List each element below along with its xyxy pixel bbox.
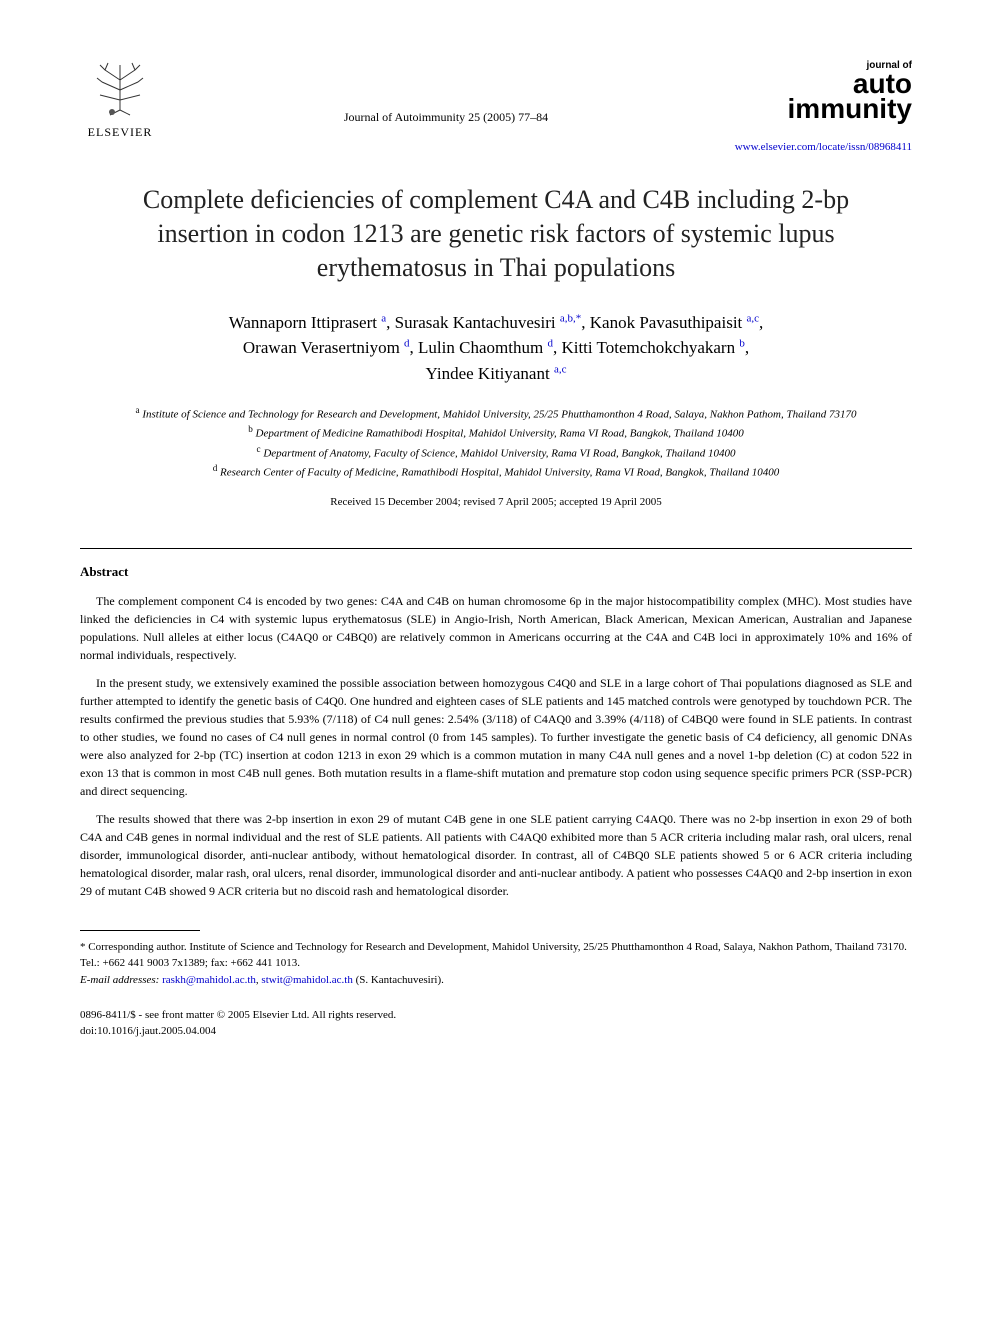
affiliations: a Institute of Science and Technology fo…	[80, 404, 912, 481]
author-list: Wannaporn Ittiprasert a, Surasak Kantach…	[80, 310, 912, 387]
author: Orawan Verasertniyom d	[243, 338, 410, 357]
publisher-name: ELSEVIER	[88, 125, 153, 140]
abstract-paragraph-1: The complement component C4 is encoded b…	[80, 592, 912, 664]
author: Lulin Chaomthum d	[418, 338, 553, 357]
abstract-paragraph-2: In the present study, we extensively exa…	[80, 674, 912, 800]
elsevier-tree-icon	[90, 60, 150, 120]
doi-line: doi:10.1016/j.jaut.2005.04.004	[80, 1024, 912, 1039]
journal-logo-line2: immunity	[788, 93, 912, 124]
affiliation-a: a Institute of Science and Technology fo…	[80, 404, 912, 423]
header-row: ELSEVIER Journal of Autoimmunity 25 (200…	[80, 60, 912, 153]
article-dates: Received 15 December 2004; revised 7 Apr…	[80, 496, 912, 508]
email-link-1[interactable]: raskh@mahidol.ac.th	[162, 974, 256, 986]
journal-logo-main: auto immunity	[732, 71, 912, 121]
author: Kanok Pavasuthipaisit a,c	[590, 313, 759, 332]
email-label: E-mail addresses:	[80, 974, 159, 986]
author: Yindee Kitiyanant a,c	[426, 364, 567, 383]
email-footnote: E-mail addresses: raskh@mahidol.ac.th, s…	[80, 972, 912, 989]
author: Wannaporn Ittiprasert a	[229, 313, 386, 332]
email-author: (S. Kantachuvesiri).	[356, 974, 444, 986]
copyright-line: 0896-8411/$ - see front matter © 2005 El…	[80, 1008, 912, 1023]
footnote-divider	[80, 930, 200, 931]
author: Surasak Kantachuvesiri a,b,*	[395, 313, 582, 332]
affiliation-b: b Department of Medicine Ramathibodi Hos…	[80, 423, 912, 442]
affiliation-c: c Department of Anatomy, Faculty of Scie…	[80, 443, 912, 462]
article-title: Complete deficiencies of complement C4A …	[100, 183, 892, 284]
corresponding-author-footnote: * Corresponding author. Institute of Sci…	[80, 939, 912, 972]
abstract-heading: Abstract	[80, 564, 912, 580]
copyright-block: 0896-8411/$ - see front matter © 2005 El…	[80, 1008, 912, 1039]
publisher-logo: ELSEVIER	[80, 60, 160, 150]
affiliation-d: d Research Center of Faculty of Medicine…	[80, 462, 912, 481]
journal-logo: journal of auto immunity www.elsevier.co…	[732, 60, 912, 153]
abstract-paragraph-3: The results showed that there was 2-bp i…	[80, 810, 912, 900]
email-link-2[interactable]: stwit@mahidol.ac.th	[261, 974, 352, 986]
journal-url-link[interactable]: www.elsevier.com/locate/issn/08968411	[732, 141, 912, 153]
journal-reference: Journal of Autoimmunity 25 (2005) 77–84	[160, 110, 732, 125]
divider	[80, 548, 912, 549]
author: Kitti Totemchokchyakarn b	[561, 338, 744, 357]
